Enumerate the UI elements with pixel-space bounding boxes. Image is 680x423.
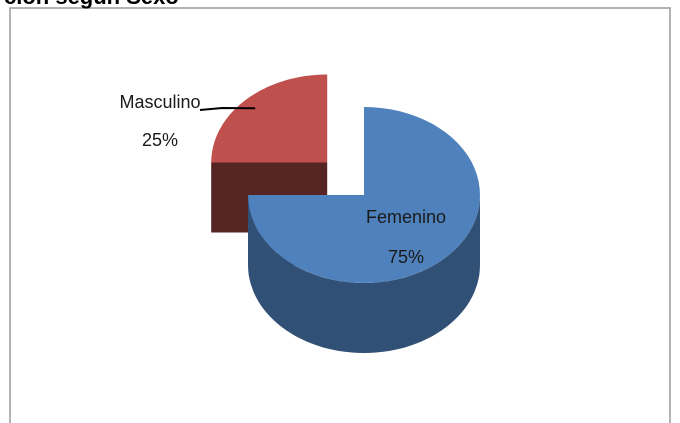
chart-frame <box>9 7 671 423</box>
value-label: 25% <box>142 130 178 150</box>
slice-side <box>248 195 480 353</box>
leader-line <box>199 106 256 111</box>
slice-label: Masculino <box>119 92 200 112</box>
chart-title: ción según Sexo <box>4 0 179 9</box>
slice <box>248 107 480 283</box>
slice-label: Femenino <box>366 207 446 227</box>
slice <box>211 74 328 163</box>
value-label: 75% <box>388 247 424 267</box>
